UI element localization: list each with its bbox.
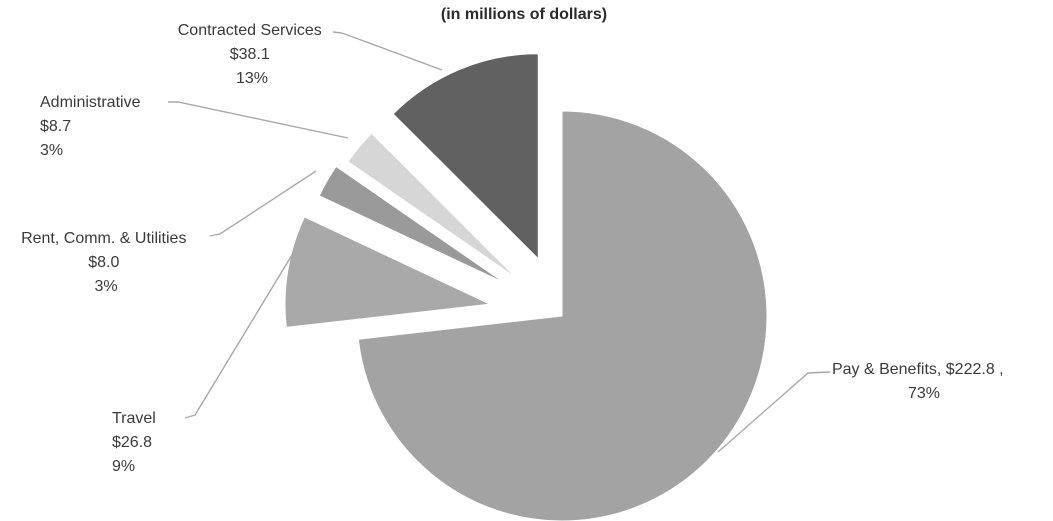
pie-slice-pay-benefits: [357, 110, 768, 521]
leader-line-contracted-services: [332, 31, 443, 71]
contracted-services-category: Contracted Services: [178, 22, 322, 39]
leader-line-administrative: [168, 101, 349, 139]
data-label-rent-comm-utilities: Rent, Comm. & Utilities $8.0 3%: [21, 230, 191, 295]
rent-category: Rent, Comm. & Utilities: [21, 230, 186, 247]
svg-text:Rent, Comm. & Utilities: Rent, Comm. & Utilities $8.0 3%: [21, 230, 191, 295]
data-label-travel: Travel $26.8 9%: [112, 410, 160, 475]
travel-value: $26.8: [112, 434, 152, 451]
chart-subtitle: (in millions of dollars): [441, 6, 607, 23]
travel-percent: 9%: [112, 458, 135, 475]
pay-benefits-value: $222.8: [946, 361, 995, 378]
leader-line-pay-benefits: [717, 371, 831, 453]
data-label-contracted-services: Contracted Services $38.1 13%: [178, 22, 327, 87]
leader-line-rent-comm-utilities: [209, 170, 317, 237]
data-label-administrative: Administrative $8.7 3%: [40, 94, 145, 159]
administrative-percent: 3%: [40, 142, 63, 159]
svg-text:Administrative $8.7: Administrative $8.7 3%: [40, 94, 145, 159]
contracted-services-value: $38.1: [230, 46, 270, 63]
contracted-services-percent: 13%: [236, 70, 268, 87]
rent-percent: 3%: [94, 278, 117, 295]
pie-slice-administrative: [347, 132, 518, 279]
administrative-value: $8.7: [40, 118, 71, 135]
svg-text:Travel $26.8 9%: Travel $26.8 9%: [112, 410, 160, 475]
pie-slice-rent-comm-utilities: [318, 165, 506, 284]
data-label-pay-benefits: Pay & Benefits, $222.8 , 73%: [832, 361, 1008, 402]
pie-slice-travel: [284, 216, 492, 328]
rent-value: $8.0: [88, 254, 119, 271]
svg-text:Pay & Benefits, $222.8 ,: Pay & Benefits, $222.8 , 73%: [832, 361, 1008, 402]
leader-line-travel: [184, 249, 296, 419]
administrative-category: Administrative: [40, 94, 141, 111]
svg-text:Contracted Services $38.: Contracted Services $38.1 13%: [178, 22, 327, 87]
travel-category: Travel: [112, 410, 156, 427]
pay-benefits-percent: 73%: [908, 385, 940, 402]
pie-slice-contracted-services: [392, 53, 539, 260]
pay-benefits-category: Pay & Benefits: [832, 361, 937, 378]
